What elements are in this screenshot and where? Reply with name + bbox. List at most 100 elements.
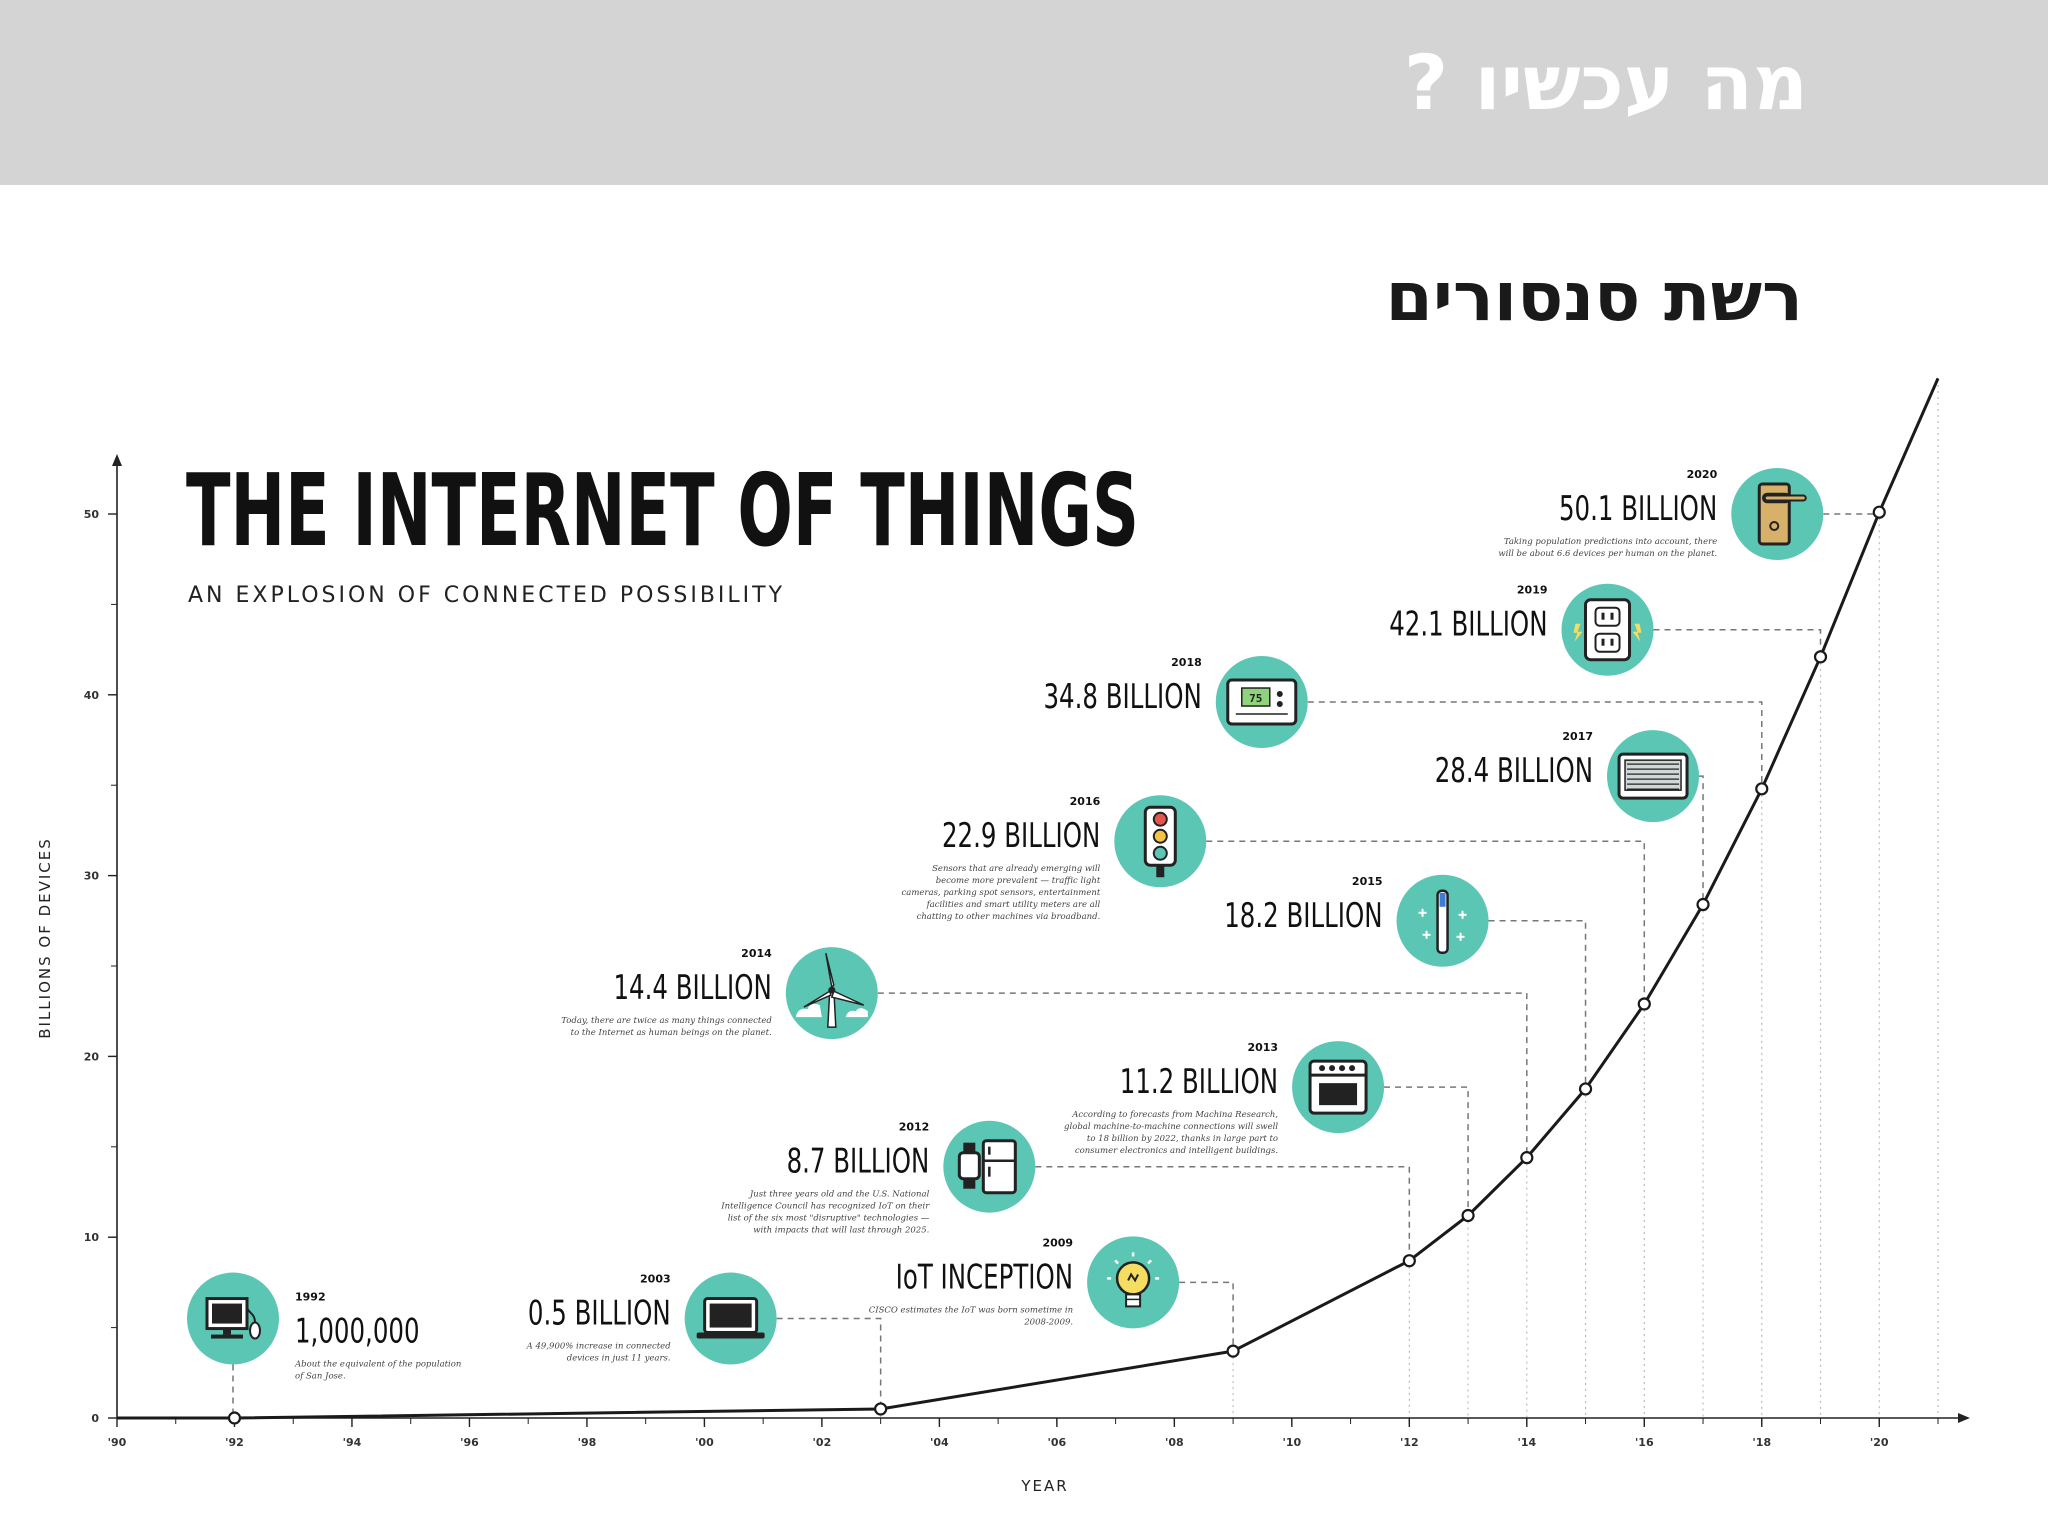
y-tick-label: 20 xyxy=(84,1050,100,1063)
annotation-note: chatting to other machines via broadband… xyxy=(917,912,1101,922)
annotation-year: 2017 xyxy=(1562,730,1593,743)
laptop-icon xyxy=(696,1297,765,1339)
thermostat-icon: 75 xyxy=(1226,678,1298,726)
annotation-note: to 18 billion by 2022, thanks in large p… xyxy=(1087,1134,1278,1144)
annotation-value: IoT INCEPTION xyxy=(896,1257,1073,1296)
x-tick-label: '12 xyxy=(1400,1436,1419,1449)
annotation-2020: 2020 50.1 BILLION Taking population predic… xyxy=(1498,468,1824,560)
traffic-light-icon xyxy=(1143,805,1177,878)
connector-2018 xyxy=(1307,701,1763,789)
connector-2019 xyxy=(1653,628,1822,657)
data-point-2018 xyxy=(1755,782,1769,796)
annotation-note: with impacts that will last through 2025… xyxy=(753,1226,929,1236)
annotation-value: 11.2 BILLION xyxy=(1120,1062,1278,1101)
x-tick-label: '00 xyxy=(695,1436,714,1449)
annotation-note: About the equivalent of the population xyxy=(294,1360,461,1370)
annotation-note: A 49,900% increase in connected xyxy=(526,1342,672,1352)
annotation-2016: 2016 22.9 BILLION Sensors that are already… xyxy=(902,795,1207,922)
x-tick-label: '90 xyxy=(108,1436,127,1449)
air-conditioner-icon xyxy=(1617,752,1689,800)
annotation-year: 2016 xyxy=(1070,795,1101,808)
y-axis-arrow xyxy=(112,454,122,466)
annotation-note: cameras, parking spot sensors, entertain… xyxy=(902,888,1101,898)
chart-subtitle: AN EXPLOSION OF CONNECTED POSSIBILITY xyxy=(188,583,785,608)
annotation-value: 14.4 BILLION xyxy=(613,968,771,1007)
annotation-year: 2013 xyxy=(1247,1041,1278,1054)
wind-turbine-icon xyxy=(795,952,868,1028)
annotation-value: 8.7 BILLION xyxy=(787,1142,930,1181)
thermostat-display: 75 xyxy=(1249,692,1262,705)
computer-icon xyxy=(205,1297,261,1340)
annotation-year: 2012 xyxy=(899,1121,930,1134)
connector-2016 xyxy=(1206,840,1646,1004)
lightbulb-icon xyxy=(1107,1252,1160,1308)
annotation-2017: 2017 28.4 BILLION xyxy=(1435,730,1700,823)
annotation-note: consumer electronics and intelligent bui… xyxy=(1075,1146,1278,1156)
annotation-note: global machine-to-machine connections wi… xyxy=(1064,1122,1278,1132)
annotation-year: 2015 xyxy=(1352,875,1383,888)
toothbrush-icon xyxy=(1418,889,1467,955)
annotation-value: 50.1 BILLION xyxy=(1559,489,1717,528)
data-point-2003 xyxy=(874,1402,888,1416)
x-tick-label: '92 xyxy=(225,1436,244,1449)
oven-icon xyxy=(1308,1059,1368,1115)
data-point-2017 xyxy=(1696,897,1710,912)
door-handle-icon xyxy=(1757,482,1807,546)
annotation-value: 28.4 BILLION xyxy=(1435,751,1593,790)
y-tick-label: 40 xyxy=(84,689,100,702)
annotation-2012: 2012 8.7 BILLION Just three years old and … xyxy=(720,1120,1036,1236)
connector-2017 xyxy=(1699,775,1704,905)
connector-2013 xyxy=(1384,1086,1469,1216)
annotation-note: CISCO estimates the IoT was born sometim… xyxy=(869,1305,1073,1315)
annotation-value: 0.5 BILLION xyxy=(528,1294,671,1333)
annotation-value: 18.2 BILLION xyxy=(1224,896,1382,935)
data-point-2012 xyxy=(1402,1254,1416,1268)
x-tick-label: '04 xyxy=(930,1436,949,1449)
data-point-2009 xyxy=(1226,1344,1240,1358)
annotation-note: of San Jose. xyxy=(295,1372,346,1382)
annotation-2014: 2014 14.4 BILLION Today, there are twice a… xyxy=(561,947,878,1040)
x-tick-label: '06 xyxy=(1048,1436,1067,1449)
data-point-2014 xyxy=(1520,1151,1534,1165)
chart-title: THE INTERNET OF THINGS xyxy=(186,452,1139,569)
x-tick-label: '14 xyxy=(1517,1436,1536,1449)
x-tick-label: '96 xyxy=(460,1436,479,1449)
header-bar xyxy=(0,0,2048,185)
x-axis-label: YEAR xyxy=(1020,1477,1068,1495)
data-point-2016 xyxy=(1637,997,1651,1011)
x-tick-label: '08 xyxy=(1165,1436,1184,1449)
annotation-year: 2009 xyxy=(1042,1236,1073,1249)
y-tick-label: 50 xyxy=(84,508,100,521)
y-tick-label: 30 xyxy=(84,870,100,883)
annotation-year: 2014 xyxy=(741,947,772,960)
annotation-note: Intelligence Council has recognized IoT … xyxy=(720,1202,930,1212)
annotation-note: become more prevalent — traffic light xyxy=(936,876,1101,886)
annotation-year: 2019 xyxy=(1517,584,1548,597)
annotation-note: Just three years old and the U.S. Nation… xyxy=(748,1190,930,1200)
x-tick-label: '10 xyxy=(1282,1436,1301,1449)
annotation-value: 42.1 BILLION xyxy=(1389,605,1547,644)
x-tick-label: '94 xyxy=(343,1436,362,1449)
x-tick-label: '18 xyxy=(1752,1436,1771,1449)
outlet-icon xyxy=(1573,598,1642,662)
annotation-note: list of the six most "disruptive" techno… xyxy=(728,1214,930,1224)
connector-2003 xyxy=(776,1317,882,1409)
annotation-2009: 2009 IoT INCEPTION CISCO estimates the IoT… xyxy=(869,1236,1180,1329)
connector-2012 xyxy=(1035,1165,1411,1261)
annotation-note: 2008-2009. xyxy=(1023,1317,1073,1327)
data-point-1992 xyxy=(227,1411,242,1425)
slide-header-title: מה עכשיו ? xyxy=(1404,38,1808,127)
annotation-year: 2003 xyxy=(640,1273,671,1286)
connector-2009 xyxy=(1179,1281,1234,1352)
annotation-note: Today, there are twice as many things co… xyxy=(561,1016,772,1026)
annotation-2003: 2003 0.5 BILLION A 49,900% increase in con… xyxy=(526,1272,777,1365)
annotation-note: will be about 6.6 devices per human on t… xyxy=(1498,549,1717,559)
annotation-note: to the Internet as human beings on the p… xyxy=(571,1028,772,1038)
annotation-note: According to forecasts from Machina Rese… xyxy=(1071,1110,1278,1120)
data-point-2019 xyxy=(1813,650,1828,664)
annotation-value: 22.9 BILLION xyxy=(942,816,1100,855)
annotation-value: 1,000,000 xyxy=(295,1312,420,1351)
annotation-2018: 75 2018 34.8 BILLION xyxy=(1043,656,1308,749)
x-axis-arrow xyxy=(1958,1413,1970,1423)
